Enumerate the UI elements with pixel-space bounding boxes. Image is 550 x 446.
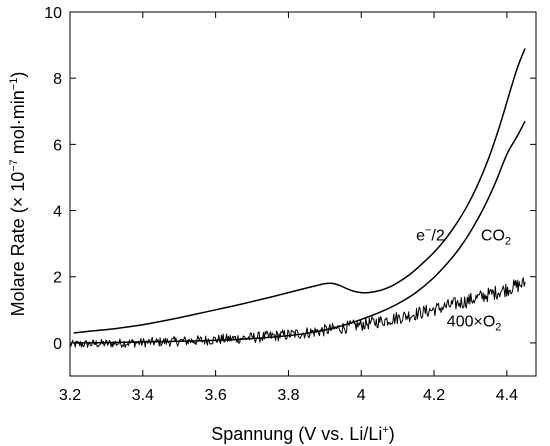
y-axis-title-mid: mol·min bbox=[8, 90, 28, 159]
axis-ticks bbox=[69, 11, 536, 376]
x-axis-title: Spannung (V vs. Li/Li+) bbox=[211, 424, 395, 444]
annotation-label: 400×O2 bbox=[447, 313, 502, 333]
y-tick-label: 2 bbox=[53, 270, 62, 287]
x-tick-label: 3.8 bbox=[277, 387, 299, 404]
x-axis-title-sup: + bbox=[382, 424, 388, 436]
x-tick-label: 4 bbox=[357, 387, 366, 404]
series-line-e-over-2 bbox=[73, 48, 526, 334]
x-axis-title-main: Spannung (V vs. Li/Li bbox=[211, 424, 382, 444]
y-axis-title-sup1: −7 bbox=[8, 159, 20, 172]
y-axis-title-main: Molare Rate (× 10 bbox=[8, 172, 28, 317]
annotation-label: CO2 bbox=[481, 227, 511, 247]
y-tick-label: 4 bbox=[53, 204, 62, 221]
series-lines bbox=[69, 48, 526, 348]
series-line-co2 bbox=[73, 120, 526, 344]
y-tick-label: 6 bbox=[53, 137, 62, 154]
axis-tick-labels: 3.2 3.4 3.6 3.8 4 4.2 4.4 0 2 4 6 8 10 bbox=[44, 5, 518, 404]
x-tick-label: 4.4 bbox=[496, 387, 518, 404]
x-tick-label: 4.2 bbox=[423, 387, 445, 404]
x-tick-label: 3.4 bbox=[132, 387, 154, 404]
y-tick-label: 8 bbox=[53, 71, 62, 88]
y-axis-title: Molare Rate (× 10−7 mol·min−1) bbox=[8, 72, 28, 317]
plot-frame bbox=[69, 11, 537, 377]
x-tick-label: 3.6 bbox=[205, 387, 227, 404]
y-axis-title-sup2: −1 bbox=[8, 78, 20, 91]
series-annotations: e−/2 CO2 400×O2 bbox=[416, 224, 511, 333]
series-line-400xO2 bbox=[69, 277, 526, 348]
y-tick-label: 10 bbox=[44, 5, 62, 22]
y-tick-label: 0 bbox=[53, 336, 62, 353]
y-axis-title-end: ) bbox=[8, 72, 28, 78]
x-tick-label: 3.2 bbox=[59, 387, 81, 404]
x-axis-title-end: ) bbox=[389, 424, 395, 444]
annotation-label: e−/2 bbox=[416, 224, 445, 244]
